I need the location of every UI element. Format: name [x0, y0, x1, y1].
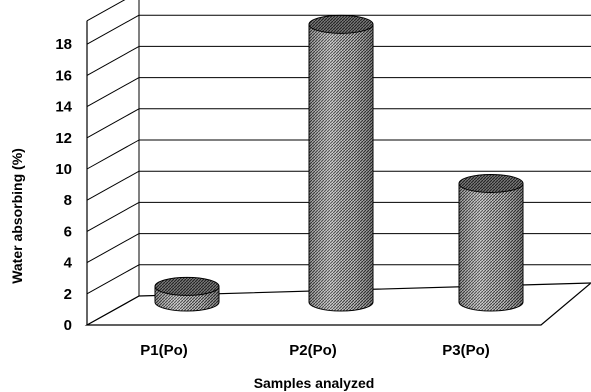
side-gridline: [86, 108, 140, 139]
y-tick-label: 10: [55, 161, 72, 178]
y-tick-label: 4: [64, 255, 73, 272]
side-gridline: [86, 14, 140, 45]
y-tick-label: 2: [64, 286, 72, 303]
bar-shading: [459, 183, 523, 311]
bar-top: [308, 14, 374, 34]
y-tick-label: 14: [55, 99, 72, 116]
chart-floor: [84, 282, 591, 326]
y-tick-label: 0: [64, 317, 72, 334]
x-category-labels: P1(Po) P2(Po) P3(Po): [140, 342, 490, 359]
chart-bars: [154, 14, 524, 312]
x-category-label: P1(Po): [140, 342, 188, 359]
bar-shading: [309, 24, 373, 311]
bar: [154, 276, 220, 312]
side-gridline: [86, 0, 126, 22]
y-tick-label: 6: [64, 223, 72, 240]
bar: [308, 14, 374, 312]
side-gridline: [86, 264, 140, 295]
y-tick-label: 12: [55, 130, 72, 147]
side-gridline: [86, 233, 140, 264]
bar-top: [154, 276, 220, 296]
side-gridline: [86, 77, 140, 108]
x-category-label: P3(Po): [442, 342, 490, 359]
y-axis-label: Water absorbing (%): [9, 148, 25, 284]
side-gridline: [86, 139, 140, 170]
side-gridline: [86, 45, 140, 76]
y-tick-label: 16: [55, 67, 72, 84]
bar-top: [458, 173, 524, 193]
x-axis-label: Samples analyzed: [254, 375, 375, 391]
y-tick-label: 18: [55, 36, 72, 53]
side-gridline: [86, 170, 140, 201]
y-tick-label: 8: [64, 192, 72, 209]
x-category-label: P2(Po): [289, 342, 337, 359]
bar: [458, 173, 524, 312]
y-tick-labels: 0 2 4 6 8 10 12 14 16 18: [55, 36, 72, 334]
side-gridline: [86, 201, 140, 232]
